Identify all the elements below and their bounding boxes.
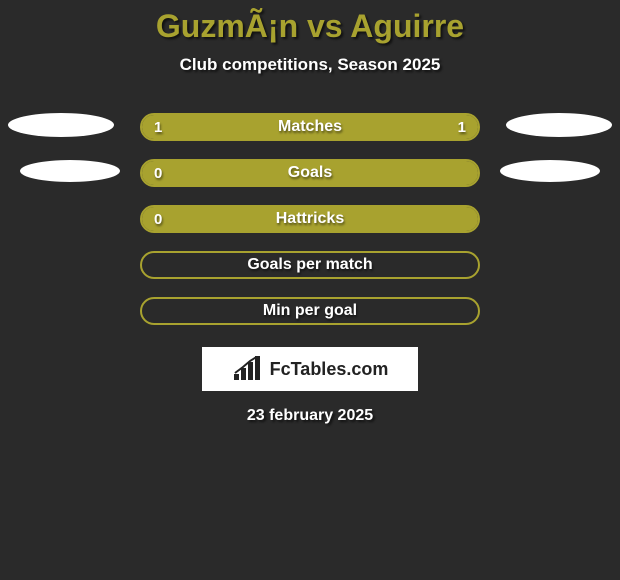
stat-bar: 0 Goals bbox=[140, 159, 480, 187]
stat-label: Goals per match bbox=[247, 256, 372, 274]
stat-value-left: 0 bbox=[154, 165, 162, 182]
snapshot-date: 23 february 2025 bbox=[0, 407, 620, 425]
stat-value-right: 1 bbox=[458, 119, 466, 136]
stat-row: 0 Hattricks bbox=[0, 205, 620, 233]
stat-bar: Goals per match bbox=[140, 251, 480, 279]
site-logo: FcTables.com bbox=[202, 347, 418, 391]
player-left-marker bbox=[8, 113, 114, 137]
comparison-title: GuzmÃ¡n vs Aguirre bbox=[0, 0, 620, 45]
stat-value-left: 1 bbox=[154, 119, 162, 136]
stat-row: 0 Goals bbox=[0, 159, 620, 187]
stat-bar: Min per goal bbox=[140, 297, 480, 325]
logo-text: FcTables.com bbox=[270, 359, 389, 380]
stat-label: Goals bbox=[288, 164, 332, 182]
bars-icon bbox=[232, 356, 264, 382]
stat-label: Matches bbox=[278, 118, 342, 136]
stat-value-left: 0 bbox=[154, 211, 162, 228]
stat-bar: 0 Hattricks bbox=[140, 205, 480, 233]
stat-row: Goals per match bbox=[0, 251, 620, 279]
stat-label: Hattricks bbox=[276, 210, 344, 228]
stats-container: 1 1 Matches 0 Goals 0 Hattricks Goals per match… bbox=[0, 113, 620, 325]
player-right-marker bbox=[506, 113, 612, 137]
stat-row: 1 1 Matches bbox=[0, 113, 620, 141]
comparison-subtitle: Club competitions, Season 2025 bbox=[0, 55, 620, 75]
stat-bar: 1 1 Matches bbox=[140, 113, 480, 141]
stat-label: Min per goal bbox=[263, 302, 357, 320]
stat-row: Min per goal bbox=[0, 297, 620, 325]
player-left-marker bbox=[20, 160, 120, 182]
player-right-marker bbox=[500, 160, 600, 182]
